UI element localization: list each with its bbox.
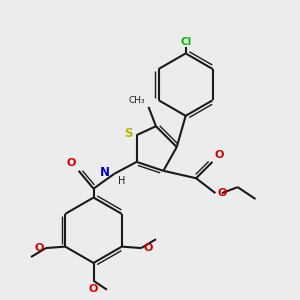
Text: O: O [218,188,227,198]
Text: O: O [34,243,44,253]
Text: S: S [124,127,133,140]
Text: O: O [89,284,98,294]
Text: H: H [118,176,125,186]
Text: O: O [66,158,76,168]
Text: O: O [215,149,224,160]
Text: N: N [100,166,110,179]
Text: CH₃: CH₃ [129,95,146,104]
Text: Cl: Cl [180,37,191,47]
Text: O: O [143,243,153,253]
